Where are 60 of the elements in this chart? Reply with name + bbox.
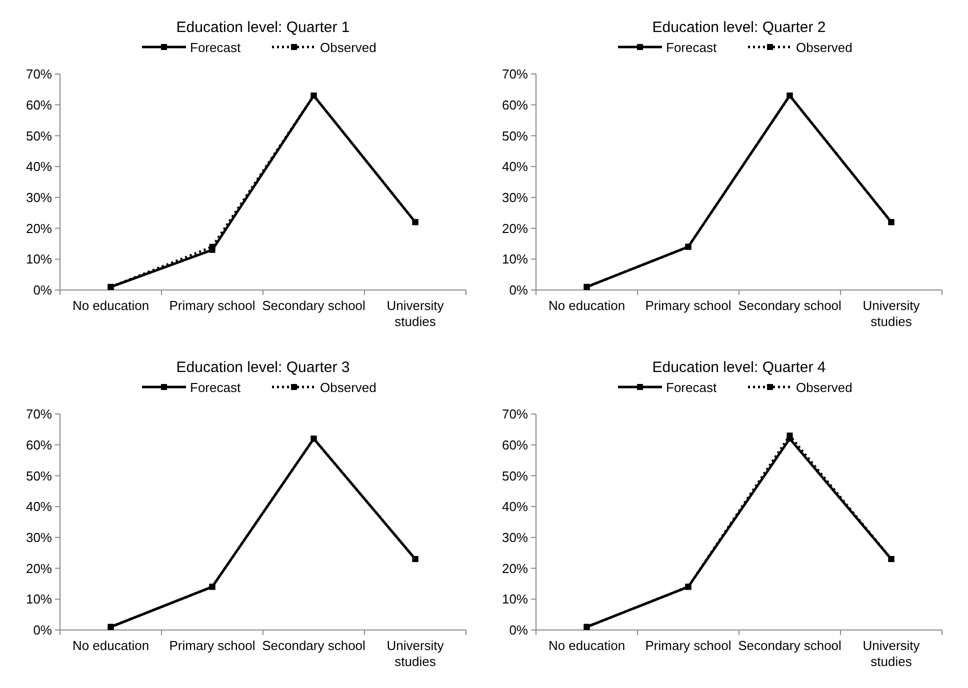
y-tick-label: 60% — [26, 437, 52, 452]
x-tick-label: University studies — [386, 298, 444, 329]
y-tick-label: 40% — [502, 159, 528, 174]
y-tick-label: 60% — [502, 437, 528, 452]
y-tick-label: 20% — [26, 220, 52, 236]
x-tick-label: Primary school — [645, 638, 732, 653]
chart-title: Education level: Quarter 4 — [652, 359, 826, 376]
y-tick-label: 20% — [26, 560, 52, 576]
y-tick-label: 0% — [33, 622, 52, 638]
x-tick-label: University studies — [386, 638, 444, 669]
y-tick-label: 60% — [502, 97, 528, 112]
x-tick-label: Secondary school — [262, 298, 366, 313]
y-tick-label: 50% — [502, 468, 528, 484]
chart-title: Education level: Quarter 3 — [176, 359, 350, 376]
legend-label: Forecast — [666, 380, 717, 395]
y-tick-label: 10% — [26, 592, 52, 607]
legend-label: Observed — [796, 380, 852, 395]
y-tick-label: 10% — [502, 252, 528, 267]
x-tick-label: Primary school — [169, 638, 256, 653]
y-tick-label: 30% — [502, 190, 528, 205]
y-tick-label: 70% — [502, 406, 528, 422]
y-tick-label: 70% — [26, 406, 52, 422]
y-tick-label: 50% — [26, 468, 52, 484]
y-tick-label: 20% — [502, 220, 528, 236]
y-tick-label: 30% — [26, 190, 52, 205]
chart-title: Education level: Quarter 2 — [652, 19, 826, 36]
x-tick-label: Primary school — [169, 298, 256, 313]
y-tick-label: 30% — [502, 530, 528, 545]
legend-label: Forecast — [190, 40, 241, 55]
y-tick-label: 30% — [26, 530, 52, 545]
x-tick-label: Secondary school — [738, 638, 842, 653]
x-tick-label: No education — [72, 638, 150, 653]
y-tick-label: 70% — [26, 66, 52, 82]
y-tick-label: 10% — [502, 592, 528, 607]
y-tick-label: 20% — [502, 560, 528, 576]
y-tick-label: 70% — [502, 66, 528, 82]
x-tick-label: Secondary school — [738, 298, 842, 313]
y-tick-label: 10% — [26, 252, 52, 267]
legend-label: Forecast — [666, 40, 717, 55]
x-tick-label: University studies — [862, 638, 920, 669]
x-tick-label: Primary school — [645, 298, 732, 313]
x-tick-label: Secondary school — [262, 638, 366, 653]
y-tick-label: 0% — [509, 622, 528, 638]
y-tick-label: 60% — [26, 97, 52, 112]
legend-label: Observed — [796, 40, 852, 55]
y-tick-label: 40% — [26, 499, 52, 514]
y-tick-label: 50% — [26, 128, 52, 144]
legend-label: Forecast — [190, 380, 241, 395]
x-tick-label: No education — [548, 298, 626, 313]
x-tick-label: No education — [548, 638, 626, 653]
legend-label: Observed — [320, 380, 376, 395]
legend-label: Observed — [320, 40, 376, 55]
chart-title: Education level: Quarter 1 — [176, 19, 350, 36]
y-tick-label: 0% — [509, 282, 528, 298]
y-tick-label: 50% — [502, 128, 528, 144]
x-tick-label: No education — [72, 298, 150, 313]
y-tick-label: 40% — [26, 159, 52, 174]
y-tick-label: 40% — [502, 499, 528, 514]
y-tick-label: 0% — [33, 282, 52, 298]
x-tick-label: University studies — [862, 298, 920, 329]
